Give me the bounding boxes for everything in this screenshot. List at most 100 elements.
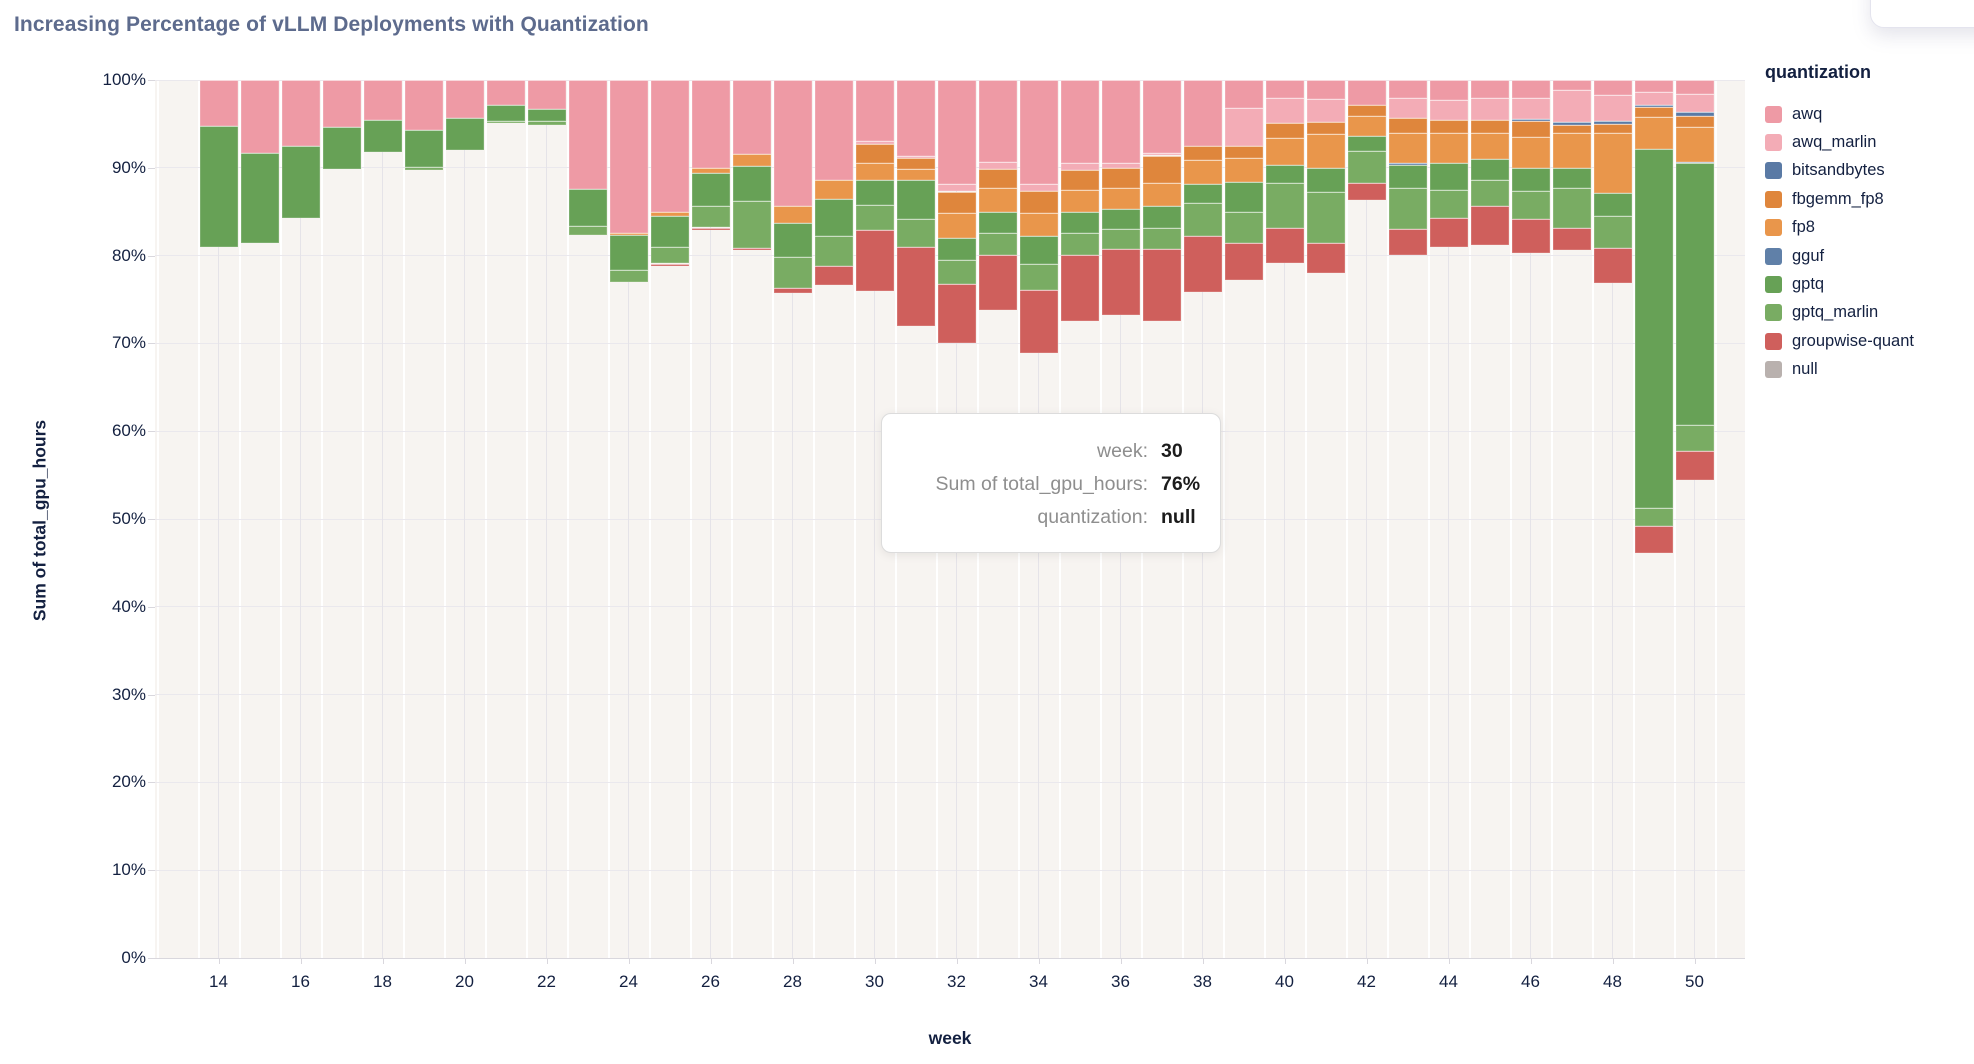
bar-segment-awq_marlin-week-47[interactable] [1552,89,1591,123]
bar-segment-groupwise-quant-week-42[interactable] [1347,182,1386,201]
bar-segment-gptq-week-45[interactable] [1470,159,1509,181]
bar-segment-gptq-week-41[interactable] [1306,167,1345,192]
bar-segment-fbgemm_fp8-week-50[interactable] [1675,115,1714,127]
bar-segment-fp8-week-39[interactable] [1224,158,1263,182]
bar-segment-awq-week-36[interactable] [1101,80,1140,164]
bar-segment-gptq-week-20[interactable] [445,117,484,151]
bar-segment-awq_marlin-week-34[interactable] [1019,184,1058,191]
bar-segment-awq-week-26[interactable] [691,80,730,168]
bar-segment-gptq_marlin-week-42[interactable] [1347,151,1386,183]
bar-segment-gptq-week-17[interactable] [322,127,361,169]
bar-segment-awq-week-40[interactable] [1265,80,1304,99]
bar-segment-groupwise-quant-week-50[interactable] [1675,451,1714,481]
bar-segment-fp8-week-49[interactable] [1634,116,1673,150]
bar-segment-awq-week-49[interactable] [1634,80,1673,93]
bar-segment-gptq_marlin-week-22[interactable] [527,121,566,125]
bar-segment-gptq_marlin-week-27[interactable] [732,201,771,248]
bar-segment-gptq_marlin-week-32[interactable] [937,259,976,284]
bar-segment-groupwise-quant-week-28[interactable] [773,288,812,294]
bar-segment-groupwise-quant-week-27[interactable] [732,247,771,251]
bar-segment-groupwise-quant-week-41[interactable] [1306,243,1345,274]
bar-segment-fp8-week-26[interactable] [691,167,730,174]
bar-segment-gptq_marlin-week-44[interactable] [1429,189,1468,218]
bar-segment-fbgemm_fp8-week-46[interactable] [1511,121,1550,138]
bar-segment-groupwise-quant-week-47[interactable] [1552,228,1591,251]
bar-segment-awq_marlin-week-31[interactable] [896,155,935,159]
bar-segment-awq_marlin-week-35[interactable] [1060,163,1099,170]
bar-segment-gptq-week-18[interactable] [363,119,402,152]
bar-segment-gptq_marlin-week-46[interactable] [1511,190,1550,219]
bar-segment-fbgemm_fp8-week-47[interactable] [1552,124,1591,133]
bar-segment-fbgemm_fp8-week-36[interactable] [1101,167,1140,188]
bar-segment-awq-week-35[interactable] [1060,80,1099,164]
bar-segment-fp8-week-44[interactable] [1429,132,1468,164]
bar-segment-fbgemm_fp8-week-49[interactable] [1634,107,1673,117]
bar-segment-awq-week-50[interactable] [1675,80,1714,95]
bar-segment-awq-week-27[interactable] [732,80,771,154]
bar-segment-gptq_marlin-week-38[interactable] [1183,202,1222,237]
bar-segment-gptq_marlin-week-23[interactable] [568,225,607,236]
bar-segment-awq-week-38[interactable] [1183,80,1222,146]
bar-segment-gptq-week-29[interactable] [814,199,853,237]
bar-segment-bitsandbytes-week-49[interactable] [1634,104,1673,108]
bar-segment-gptq-week-25[interactable] [650,216,689,247]
bar-segment-groupwise-quant-week-37[interactable] [1142,249,1181,322]
bar-segment-awq_marlin-week-39[interactable] [1224,108,1263,146]
bar-segment-fp8-week-40[interactable] [1265,137,1304,166]
legend-item-gptq[interactable]: gptq [1765,270,1914,298]
bar-segment-fp8-week-37[interactable] [1142,182,1181,207]
bar-segment-gptq-week-48[interactable] [1593,193,1632,217]
bar-segment-fp8-week-36[interactable] [1101,187,1140,210]
bar-segment-fbgemm_fp8-week-34[interactable] [1019,190,1058,213]
bar-segment-fbgemm_fp8-week-37[interactable] [1142,155,1181,183]
bar-segment-gptq_marlin-week-21[interactable] [486,121,525,124]
legend-item-gguf[interactable]: gguf [1765,242,1914,270]
bar-segment-gptq-week-40[interactable] [1265,165,1304,183]
bar-segment-fbgemm_fp8-week-43[interactable] [1388,117,1427,133]
bar-segment-gptq-week-23[interactable] [568,188,607,226]
bar-segment-awq_marlin-week-43[interactable] [1388,98,1427,118]
bar-segment-gptq-week-16[interactable] [281,145,320,218]
bar-segment-awq_marlin-week-45[interactable] [1470,98,1509,120]
bar-segment-groupwise-quant-week-48[interactable] [1593,247,1632,283]
bar-segment-gptq-week-38[interactable] [1183,184,1222,203]
bar-segment-groupwise-quant-week-43[interactable] [1388,229,1427,255]
bar-segment-fp8-week-43[interactable] [1388,132,1427,164]
bar-segment-fp8-week-41[interactable] [1306,134,1345,168]
bar-segment-fbgemm_fp8-week-30[interactable] [855,144,894,163]
bar-segment-gptq-week-15[interactable] [240,152,279,244]
bar-segment-gptq_marlin-week-48[interactable] [1593,216,1632,248]
bar-segment-gptq-week-47[interactable] [1552,167,1591,188]
bar-segment-awq-week-19[interactable] [404,80,443,131]
bar-segment-gptq-week-32[interactable] [937,238,976,260]
bar-segment-awq-week-30[interactable] [855,80,894,142]
bar-segment-groupwise-quant-week-38[interactable] [1183,236,1222,293]
bar-segment-fp8-week-45[interactable] [1470,132,1509,159]
bar-segment-fbgemm_fp8-week-32[interactable] [937,191,976,213]
bar-segment-gptq-week-39[interactable] [1224,181,1263,212]
bar-segment-awq-week-21[interactable] [486,80,525,106]
bar-segment-gptq_marlin-week-45[interactable] [1470,180,1509,207]
bar-segment-gptq_marlin-week-28[interactable] [773,257,812,289]
bar-segment-fp8-week-42[interactable] [1347,115,1386,137]
bar-segment-fbgemm_fp8-week-38[interactable] [1183,145,1222,160]
bar-segment-fbgemm_fp8-week-39[interactable] [1224,145,1263,159]
bar-segment-awq-week-47[interactable] [1552,80,1591,90]
bar-segment-awq_marlin-week-48[interactable] [1593,94,1632,122]
legend-item-fp8[interactable]: fp8 [1765,214,1914,242]
bar-segment-groupwise-quant-week-31[interactable] [896,246,935,326]
bar-segment-groupwise-quant-week-30[interactable] [855,230,894,291]
bar-segment-bitsandbytes-week-47[interactable] [1552,122,1591,125]
legend-item-fbgemm_fp8[interactable]: fbgemm_fp8 [1765,185,1914,213]
bar-segment-groupwise-quant-week-39[interactable] [1224,243,1263,281]
bar-segment-awq_marlin-week-36[interactable] [1101,163,1140,168]
bar-segment-fp8-week-34[interactable] [1019,212,1058,237]
bar-segment-fbgemm_fp8-week-48[interactable] [1593,123,1632,133]
bar-segment-gptq_marlin-week-30[interactable] [855,204,894,231]
bar-segment-fp8-week-30[interactable] [855,162,894,181]
bar-segment-groupwise-quant-week-45[interactable] [1470,206,1509,246]
bar-segment-gptq-week-46[interactable] [1511,167,1550,191]
bar-segment-gptq_marlin-week-36[interactable] [1101,229,1140,250]
bar-segment-gptq-week-37[interactable] [1142,206,1181,229]
bar-segment-awq-week-24[interactable] [609,80,648,233]
